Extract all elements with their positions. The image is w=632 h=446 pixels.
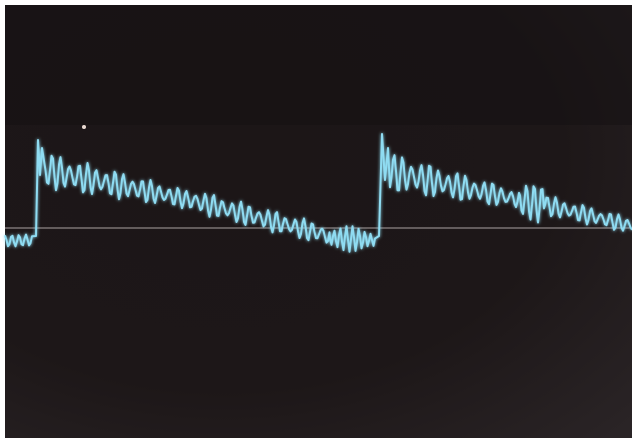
screen-shade [5, 5, 632, 125]
speck [82, 125, 86, 129]
